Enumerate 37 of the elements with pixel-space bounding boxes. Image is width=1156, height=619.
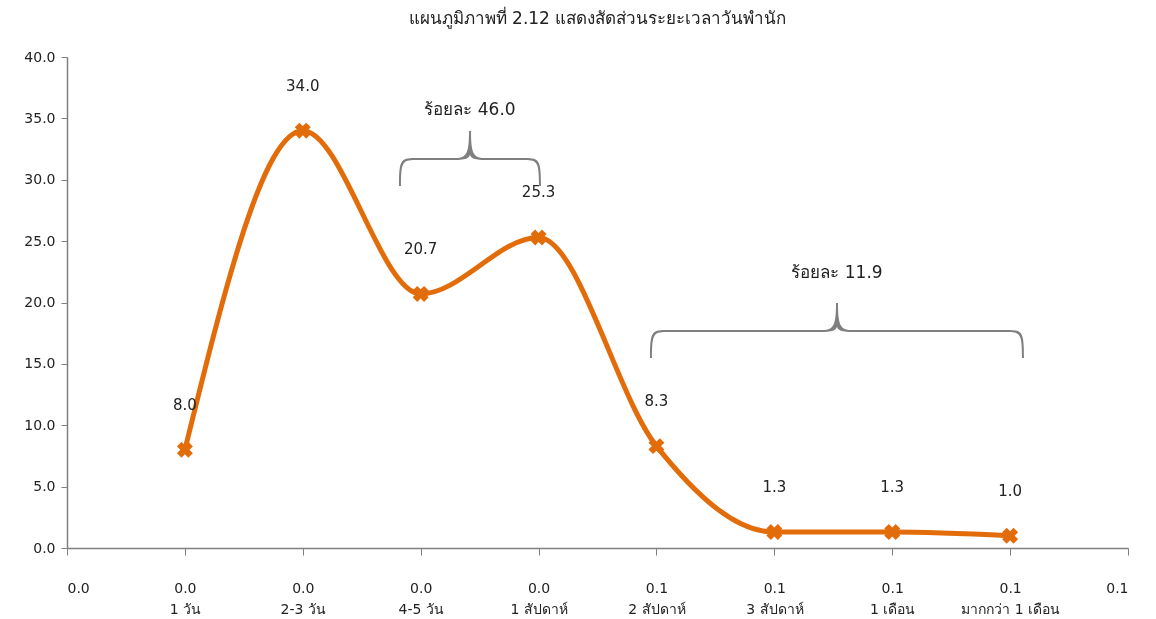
point [884,524,901,541]
data-label: 1.3 [762,478,787,497]
x-tick-label: 0.1 3 สัปดาห์ [746,579,804,617]
data-label: 1.3 [880,478,905,497]
annotation: ร้อยละ 46.0 [424,99,516,119]
y-tick-label: 40.0 [24,48,56,65]
y-tick-label: 20.0 [24,294,56,310]
point [412,285,429,302]
x-tick-label: 0.0 [67,579,90,596]
annotation: ร้อยละ 11.9 [791,262,883,282]
x-tick-label: 0.1 2 สัปดาห์ [628,579,686,617]
point [530,229,547,246]
x-tick-label: 0.0 1 สัปดาห์ [510,579,568,617]
data-label: 20.7 [403,239,438,258]
y-tick-label: 10.0 [24,416,56,433]
y-tick-label: 35.0 [24,109,56,126]
x-tick-label: 0.1 มากกว่า 1 เดือน [961,579,1061,617]
x-tick-label: 0.1 [1106,579,1129,596]
y-tick-label: 30.0 [24,171,56,188]
data-label: 34.0 [286,76,320,95]
x-tick-label: 0.1 1 เดือน [870,579,916,617]
point [176,441,193,458]
point [648,438,665,455]
data-label: 8.3 [644,392,669,411]
data-label: 25.3 [521,183,556,202]
y-tick-label: 15.0 [24,355,56,372]
y-tick-label: 5.0 [33,478,56,495]
point [766,524,783,541]
data-label: 1.0 [998,481,1023,500]
x-tick-label: 0.0 1 วัน [169,579,202,617]
point [1002,527,1019,544]
x-tick-label: 0.0 2-3 วัน [280,579,326,617]
y-tick-label: 25.0 [24,232,56,249]
y-tick-label: 0.0 [33,539,56,556]
x-tick-label: 0.0 4-5 วัน [398,579,444,617]
point [294,122,311,139]
chart-title: แผนภูมิภาพที่ 2.12 แสดงสัดส่วนระยะเวลาวันพำนัก [408,6,787,29]
